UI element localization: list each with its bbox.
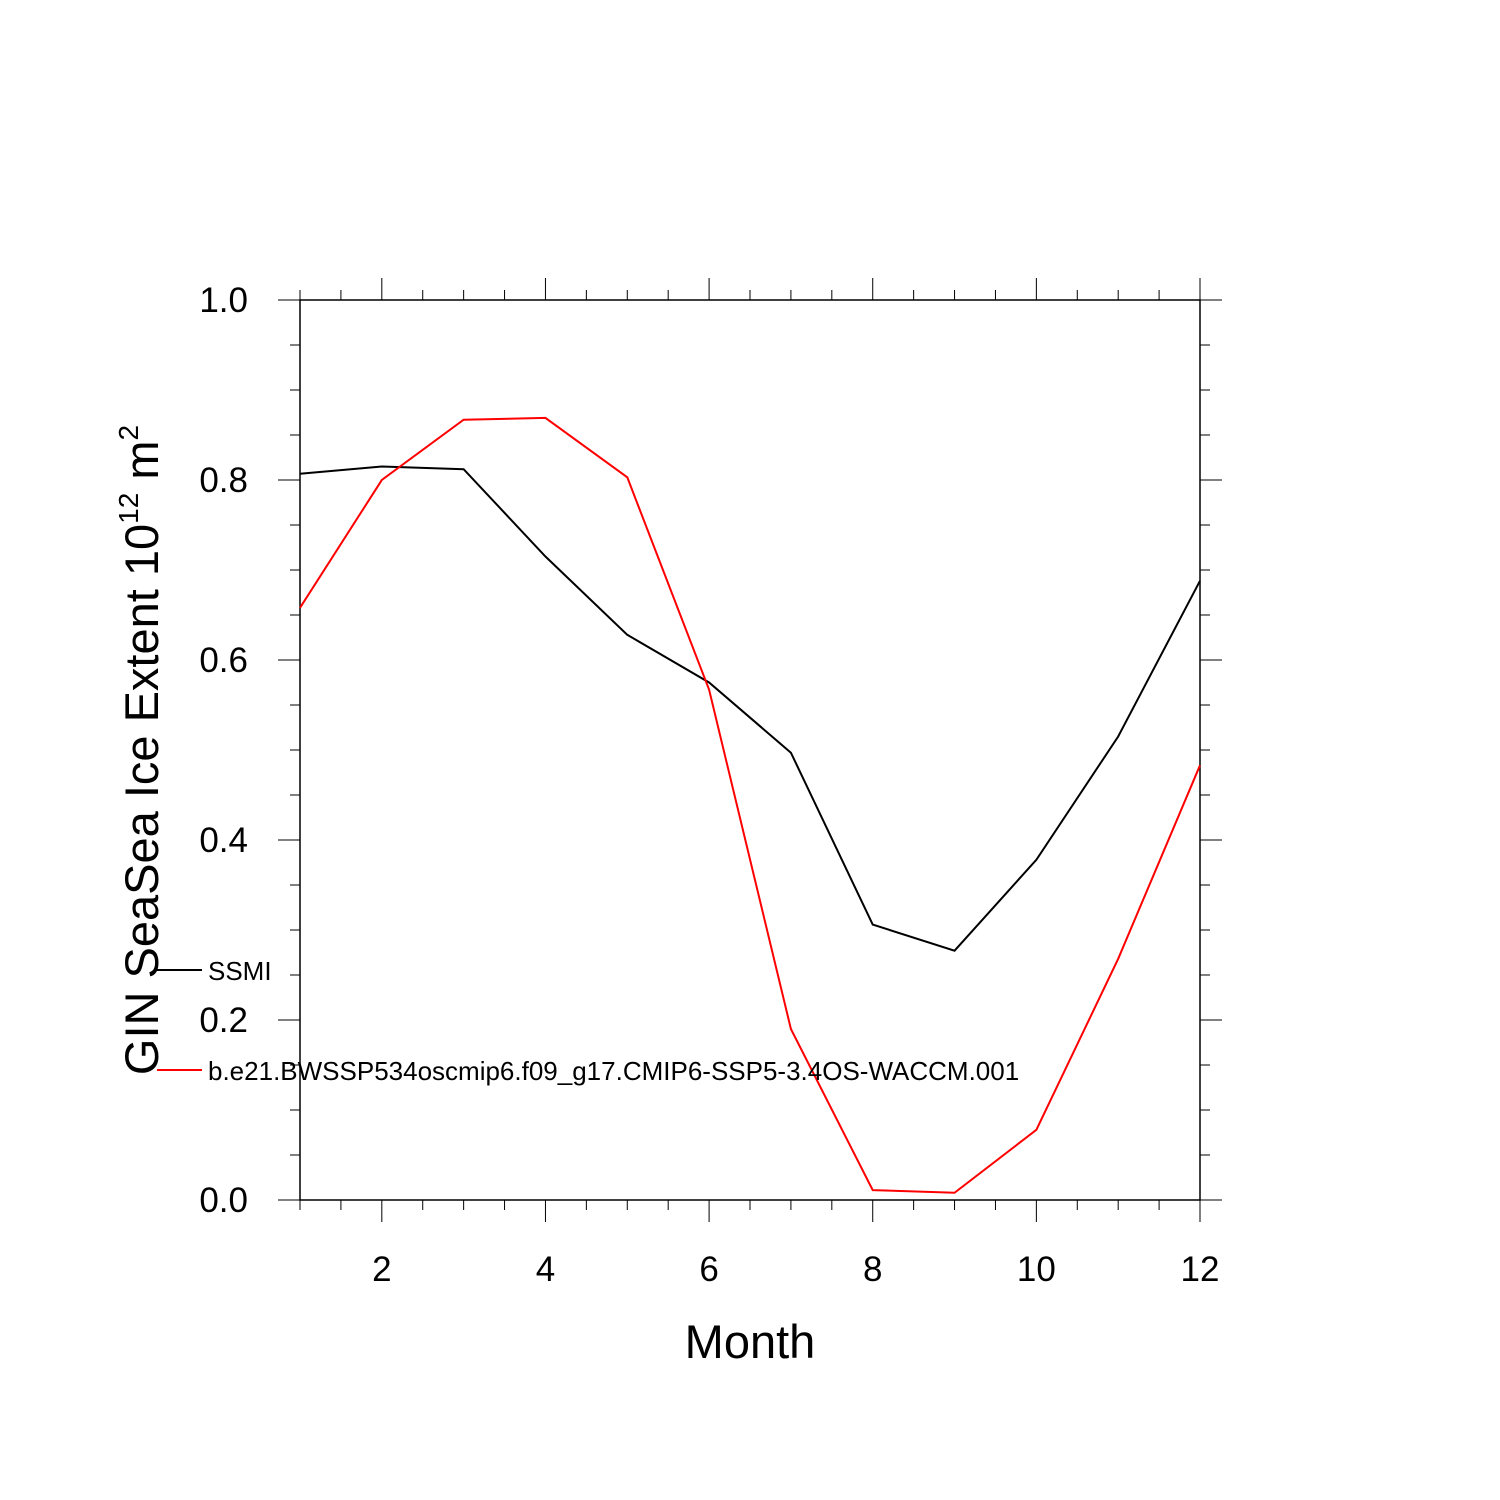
y-axis-title: GIN SeaSea Ice Extent 1012 m2 [113, 425, 168, 1075]
x-tick-label: 10 [1017, 1250, 1056, 1289]
y-axis-title-prefix: GIN SeaSea Ice Extent 10 [115, 524, 168, 1075]
series-line-1 [299, 465, 1201, 952]
data-point [1200, 765, 1201, 766]
data-point [463, 469, 464, 470]
data-point [1118, 958, 1119, 959]
x-tick-label: 2 [372, 1250, 391, 1289]
data-point [790, 752, 791, 753]
y-tick-label: 0.4 [199, 821, 248, 860]
legend-label: b.e21.BWSSP534oscmip6.f09_g17.CMIP6-SSP5… [208, 1056, 1019, 1086]
y-axis-title-unit: m [115, 440, 168, 492]
data-point [709, 689, 710, 690]
data-point [872, 924, 873, 925]
data-point [1200, 580, 1201, 581]
data-point [545, 556, 546, 557]
data-point [627, 634, 628, 635]
data-point [300, 607, 301, 608]
legend: SSMI b.e21.BWSSP534oscmip6.f09_g17.CMIP6-… [157, 956, 1019, 1086]
data-point [381, 466, 382, 467]
axis-ticks [278, 278, 1222, 1222]
data-point [790, 1029, 791, 1030]
y-tick-label: 0.6 [199, 641, 248, 680]
data-point [1036, 859, 1037, 860]
data-point [463, 419, 464, 420]
series-line-2 [299, 416, 1201, 1194]
data-point [300, 473, 301, 474]
series-lines [299, 416, 1201, 1194]
y-axis-title-exponent: 12 [113, 493, 144, 524]
data-point [954, 1192, 955, 1193]
data-point [709, 682, 710, 683]
legend-label: SSMI [208, 956, 272, 986]
data-point [1118, 736, 1119, 737]
x-tick-label: 12 [1181, 1250, 1220, 1289]
y-tick-label: 1.0 [199, 281, 248, 320]
x-axis-title: Month [685, 1315, 816, 1368]
x-tick-label: 6 [699, 1250, 718, 1289]
y-tick-label: 0.2 [199, 1001, 248, 1040]
y-tick-label: 0.8 [199, 461, 248, 500]
data-point [545, 417, 546, 418]
y-tick-label: 0.0 [199, 1181, 248, 1220]
data-point [381, 480, 382, 481]
tick-labels: 2 4 6 8 10 12 0.0 0.2 0.4 0.6 0.8 1.0 [199, 281, 1219, 1289]
x-tick-label: 8 [863, 1250, 882, 1289]
data-point [627, 477, 628, 478]
x-tick-label: 4 [536, 1250, 555, 1289]
data-point [954, 950, 955, 951]
plot-frame [299, 299, 1201, 1201]
y-axis-title-unit-exponent: 2 [113, 425, 144, 441]
data-point [872, 1190, 873, 1191]
data-point [1036, 1129, 1037, 1130]
